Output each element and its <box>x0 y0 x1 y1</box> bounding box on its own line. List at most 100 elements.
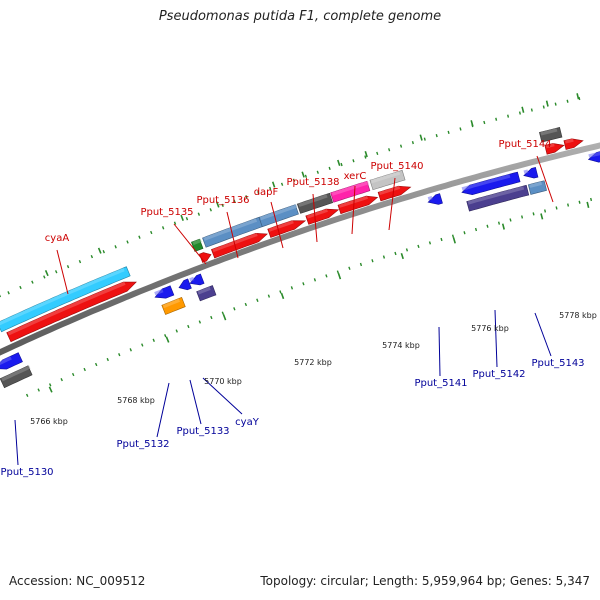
minor-tick <box>352 159 355 163</box>
gene-labels: cyaAPput_5135Pput_5136dapFPput_5138xerCP… <box>0 139 584 478</box>
feature-cyaY[interactable] <box>196 285 217 302</box>
major-tick <box>337 273 342 280</box>
minor-tick <box>54 270 58 274</box>
gene-label-cyaA[interactable]: cyaA <box>45 233 70 244</box>
minor-tick <box>554 102 557 106</box>
feature-dapF[interactable] <box>267 220 307 238</box>
major-tick <box>545 100 549 107</box>
gene-label-dapF[interactable]: dapF <box>254 187 279 198</box>
major-ticks <box>0 93 590 393</box>
kbp-label: 5768 kbp <box>117 396 155 405</box>
minor-tick <box>233 199 236 203</box>
leader-dapF <box>270 201 284 249</box>
gene-label-cyaY[interactable]: cyaY <box>235 417 260 428</box>
major-tick <box>501 223 505 230</box>
minor-tick <box>280 182 284 186</box>
minor-tick <box>161 226 165 230</box>
minor-tick <box>129 348 132 352</box>
gene-label-Pput_5140[interactable]: Pput_5140 <box>370 161 423 172</box>
minor-tick <box>483 120 486 125</box>
minor-tick <box>185 217 189 221</box>
minor-tick <box>590 197 593 202</box>
feature-5144-outer[interactable] <box>539 127 563 143</box>
feature-5141[interactable] <box>427 193 443 205</box>
gene-label-Pput_5135[interactable]: Pput_5135 <box>140 207 193 218</box>
feature-5132-b[interactable] <box>161 297 186 315</box>
minor-tick <box>486 224 489 228</box>
feature-cyaA[interactable] <box>6 281 137 343</box>
leader-Pput_5141 <box>438 326 441 377</box>
gene-label-Pput_5138[interactable]: Pput_5138 <box>286 177 339 188</box>
minor-tick <box>394 251 397 256</box>
feature-5140-outer[interactable] <box>369 169 406 191</box>
feature-5143[interactable] <box>527 180 547 195</box>
feature-5142-a[interactable] <box>461 171 521 196</box>
minor-tick <box>7 291 10 295</box>
minor-tick <box>43 275 46 279</box>
gene-label-Pput_5142[interactable]: Pput_5142 <box>472 369 525 380</box>
kbp-label: 5770 kbp <box>204 377 242 386</box>
major-tick <box>215 201 220 208</box>
minor-tick <box>371 259 374 263</box>
leader-Pput_5144 <box>536 155 554 203</box>
gene-label-Pput_5130[interactable]: Pput_5130 <box>0 467 53 478</box>
feature-xerC-outer[interactable] <box>330 180 371 203</box>
minor-tick <box>152 338 155 342</box>
kbp-label: 5778 kbp <box>559 311 597 320</box>
minor-tick <box>141 343 144 347</box>
feature-cyaA-outer[interactable] <box>0 266 131 333</box>
feature-dapF-outer[interactable] <box>258 204 299 228</box>
minor-tick <box>209 208 212 212</box>
major-tick <box>97 247 102 254</box>
gene-label-xerC[interactable]: xerC <box>344 171 367 182</box>
minor-tick <box>197 212 201 216</box>
minor-tick <box>150 230 153 235</box>
leader-Pput_5133 <box>189 379 202 425</box>
feature-5144a[interactable] <box>544 143 565 155</box>
leader-cyaA <box>56 249 69 295</box>
minor-tick <box>474 227 478 232</box>
minor-tick <box>37 388 40 392</box>
gene-label-Pput_5144[interactable]: Pput_5144 <box>498 139 551 150</box>
feature-5130-a[interactable] <box>0 352 23 370</box>
major-tick <box>48 386 53 393</box>
major-tick <box>222 314 227 321</box>
feature-5142-outer[interactable] <box>466 184 530 212</box>
feature-5130-b[interactable] <box>0 365 33 389</box>
feature-5142-b[interactable] <box>523 167 539 179</box>
gene-label-Pput_5132[interactable]: Pput_5132 <box>116 439 169 450</box>
kbp-label: 5766 kbp <box>30 417 68 426</box>
feature-5133-b[interactable] <box>189 273 205 286</box>
minor-tick <box>102 250 105 254</box>
major-tick <box>271 181 276 188</box>
leader-Pput_5132 <box>156 382 170 438</box>
feature-5133-a[interactable] <box>178 278 192 291</box>
minor-tick <box>411 141 414 145</box>
minor-tick <box>106 357 109 362</box>
feature-5140[interactable] <box>377 185 412 202</box>
minor-tick <box>509 218 512 222</box>
feature-right-edge[interactable] <box>587 150 600 163</box>
leader-Pput_5138 <box>312 193 318 243</box>
feature-5132-a[interactable] <box>154 285 175 299</box>
feature-5135-green[interactable] <box>191 238 204 252</box>
gene-label-Pput_5141[interactable]: Pput_5141 <box>414 378 467 389</box>
gene-label-Pput_5133[interactable]: Pput_5133 <box>176 426 229 437</box>
feature-5138-outer[interactable] <box>296 192 334 214</box>
minor-tick <box>210 315 213 320</box>
minor-tick <box>376 151 379 156</box>
gene-label-Pput_5143[interactable]: Pput_5143 <box>531 358 584 369</box>
minor-tick <box>19 285 22 290</box>
minor-tick <box>118 353 121 357</box>
gene-label-Pput_5136[interactable]: Pput_5136 <box>196 195 249 206</box>
minor-tick <box>126 240 129 244</box>
feature-5144b[interactable] <box>563 138 584 150</box>
minor-tick <box>302 282 305 286</box>
minor-tick <box>382 255 386 259</box>
leader-xerC <box>351 185 356 235</box>
feature-5136[interactable] <box>211 232 268 259</box>
minor-tick <box>340 162 343 167</box>
feature-xerC[interactable] <box>337 195 379 215</box>
minor-tick <box>31 280 34 284</box>
